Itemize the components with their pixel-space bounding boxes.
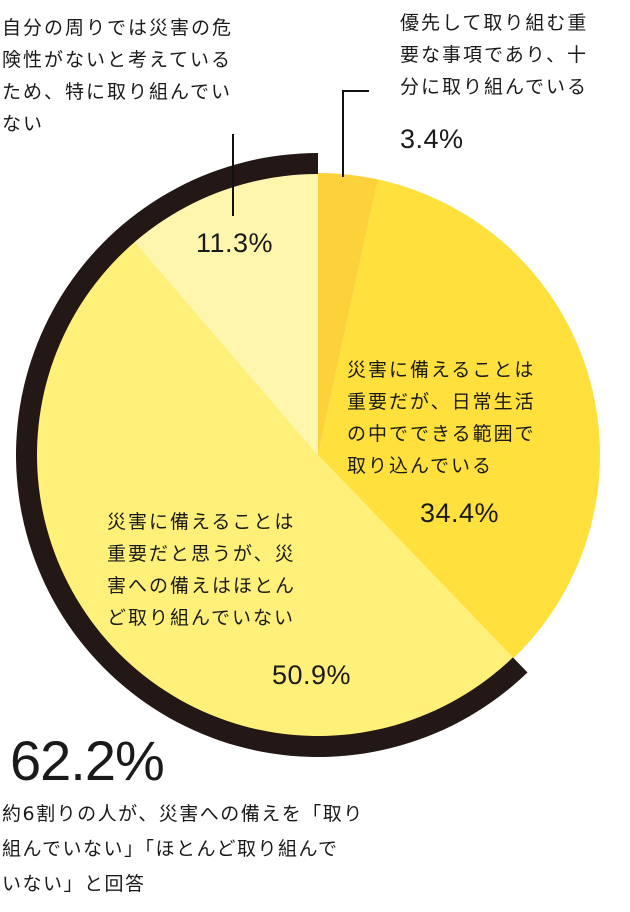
- label-line: 自分の周りでは災害の危: [2, 17, 234, 39]
- highlight-arc: [15, 153, 528, 757]
- pct-slice-3-4: 3.4%: [400, 124, 464, 154]
- summary-big-value: 62.2%: [10, 729, 165, 792]
- pie-slice: [318, 179, 600, 659]
- summary-text: 約6割りの人が、災害への備えを「取り 組んでいない」「ほとんど取り組んで いない…: [2, 797, 364, 902]
- label-slice-50-9: 災害に備えることは 重要だと思うが、災 害への備えはほとん ど取り組んでいない: [107, 506, 296, 634]
- pct-slice-34-4: 34.4%: [420, 498, 500, 528]
- label-line: ない: [2, 113, 45, 135]
- summary-line: 組んでいない」「ほとんど取り組んで: [2, 838, 339, 860]
- label-slice-11-3: 自分の周りでは災害の危 険性がないと考えている ため、特に取り組んでい ない: [2, 12, 233, 140]
- label-line: 災害に備えることは: [347, 359, 536, 381]
- label-line: ため、特に取り組んでい: [2, 81, 233, 103]
- summary-line: 約6割りの人が、災害への備えを「取り: [2, 803, 364, 825]
- label-line: 取り込んでいる: [347, 455, 494, 477]
- label-line: 重要だが、日常生活: [347, 391, 536, 413]
- label-line: 災害に備えることは: [107, 511, 296, 533]
- label-slice-34-4: 災害に備えることは 重要だが、日常生活 の中でできる範囲で 取り込んでいる: [347, 354, 536, 482]
- pct-slice-11-3: 11.3%: [196, 228, 274, 258]
- label-line: 険性がないと考えている: [2, 49, 233, 71]
- label-slice-3-4: 優先して取り組む重 要な事項であり、十 分に取り組んでいる: [400, 7, 588, 103]
- label-line: 重要だと思うが、災: [107, 543, 296, 565]
- pct-slice-50-9: 50.9%: [272, 660, 352, 690]
- leader-line-3-4: [342, 90, 369, 177]
- summary-line: いない」と回答: [2, 873, 146, 895]
- pie-slice: [318, 173, 378, 455]
- label-line: 害への備えはほとん: [107, 575, 297, 597]
- pie-slice: [35, 241, 514, 738]
- label-line: の中でできる範囲で: [347, 423, 536, 445]
- label-line: 優先して取り組む重: [400, 12, 589, 34]
- label-line: 要な事項であり、十: [400, 44, 589, 66]
- label-line: ど取り組んでいない: [107, 607, 296, 629]
- label-line: 分に取り組んでいる: [400, 76, 589, 98]
- pie-slice: [134, 173, 318, 455]
